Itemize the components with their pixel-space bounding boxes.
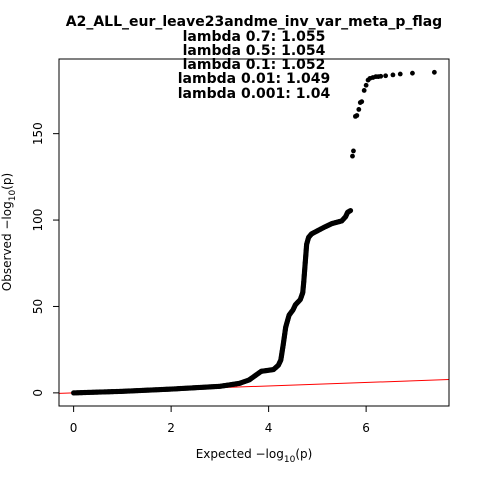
data-point — [378, 73, 384, 79]
x-tick-label: 4 — [265, 421, 273, 435]
x-axis-label-main: Expected −log — [196, 447, 284, 461]
data-point — [359, 99, 365, 105]
x-axis-ticks: 0 2 4 6 — [70, 406, 370, 435]
y-axis-label-tail: (p) — [0, 173, 14, 190]
y-axis-label-subscript: 10 — [8, 190, 18, 202]
y-tick-label: 100 — [31, 209, 45, 232]
lambda-0-5-line: lambda 0.5: 1.054 — [183, 43, 326, 59]
chart-title-line: A2_ALL_eur_leave23andme_inv_var_meta_p_f… — [66, 14, 442, 30]
data-point — [390, 72, 396, 78]
data-point — [354, 113, 360, 118]
x-axis-label: Expected −log10(p) — [196, 447, 313, 465]
lambda-0-7-line: lambda 0.7: 1.055 — [183, 29, 326, 45]
y-axis-label-main: Observed −log — [0, 201, 14, 291]
data-point — [363, 82, 369, 88]
y-tick-label: 0 — [31, 389, 45, 397]
lambda-0-1-line: lambda 0.1: 1.052 — [183, 57, 326, 73]
y-tick-label: 150 — [31, 122, 45, 145]
y-tick-label: 50 — [31, 299, 45, 314]
x-tick-label: 6 — [362, 421, 370, 435]
chart-title: A2_ALL_eur_leave23andme_inv_var_meta_p_f… — [66, 14, 442, 102]
plot-area — [58, 69, 450, 396]
data-point — [397, 71, 403, 77]
data-point — [361, 88, 367, 93]
data-point — [356, 107, 362, 112]
data-point — [410, 70, 415, 76]
y-axis-label: Observed −log10(p) — [0, 173, 18, 291]
x-axis-label-subscript: 10 — [284, 455, 296, 465]
x-axis-label-tail: (p) — [295, 447, 312, 461]
data-point — [351, 148, 356, 154]
x-tick-label: 2 — [167, 421, 175, 435]
data-point — [383, 73, 389, 79]
y-axis-ticks: 0 50 100 150 — [31, 122, 59, 397]
x-tick-label: 0 — [70, 421, 78, 435]
data-point — [350, 153, 355, 159]
plot-frame — [58, 58, 450, 407]
lambda-0-001-line: lambda 0.001: 1.04 — [178, 86, 331, 102]
data-point — [347, 207, 354, 214]
lambda-0-01-line: lambda 0.01: 1.049 — [178, 71, 331, 87]
data-point — [431, 69, 437, 75]
